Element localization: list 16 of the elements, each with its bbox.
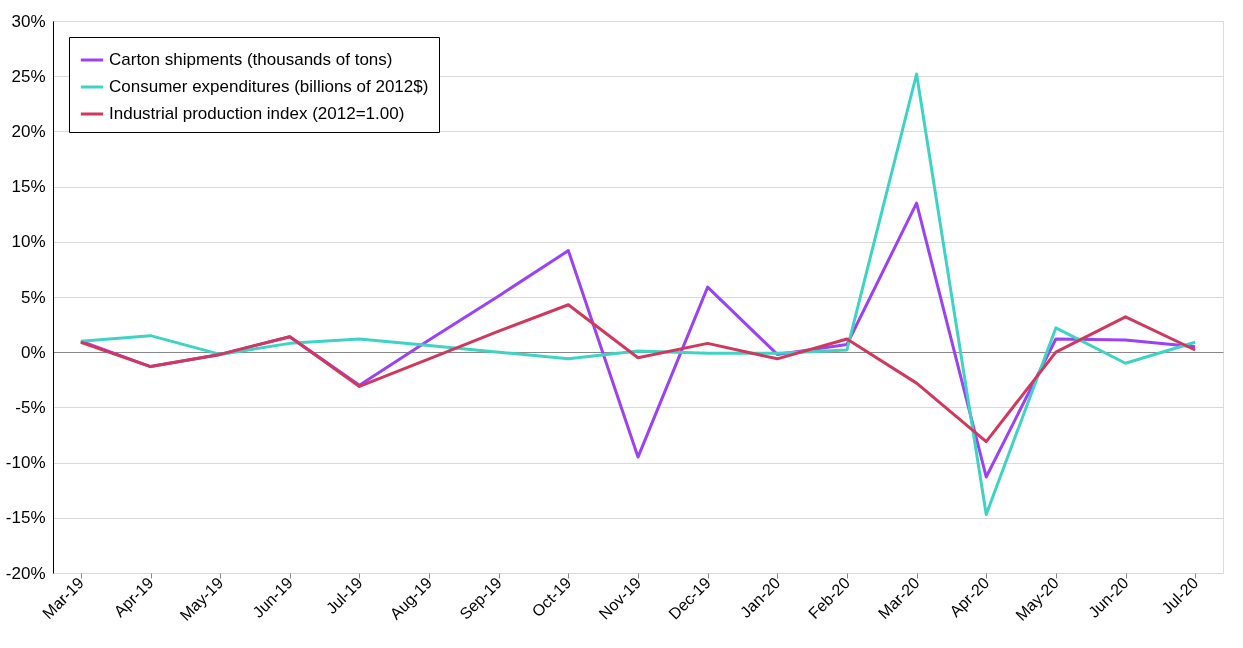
y-tick-label: 5%	[20, 287, 46, 307]
line-series	[79, 303, 1197, 444]
legend-label: Consumer expenditures (billions of 2012$)	[109, 77, 429, 96]
line-series	[79, 72, 1197, 516]
y-tick-label: -15%	[5, 508, 46, 528]
y-tick-label: -5%	[15, 397, 46, 417]
y-tick-label: -10%	[5, 453, 46, 473]
legend-label: Industrial production index (2012=1.00)	[109, 104, 405, 123]
y-tick-label: 10%	[11, 232, 46, 252]
y-tick-label: 30%	[11, 11, 46, 31]
y-tick-label: 15%	[11, 177, 46, 197]
y-tick-label: 25%	[11, 66, 46, 86]
y-tick-label: 0%	[20, 342, 46, 362]
y-tick-label: -20%	[5, 563, 46, 583]
legend-label: Carton shipments (thousands of tons)	[109, 50, 393, 69]
y-tick-label: 20%	[11, 121, 46, 141]
